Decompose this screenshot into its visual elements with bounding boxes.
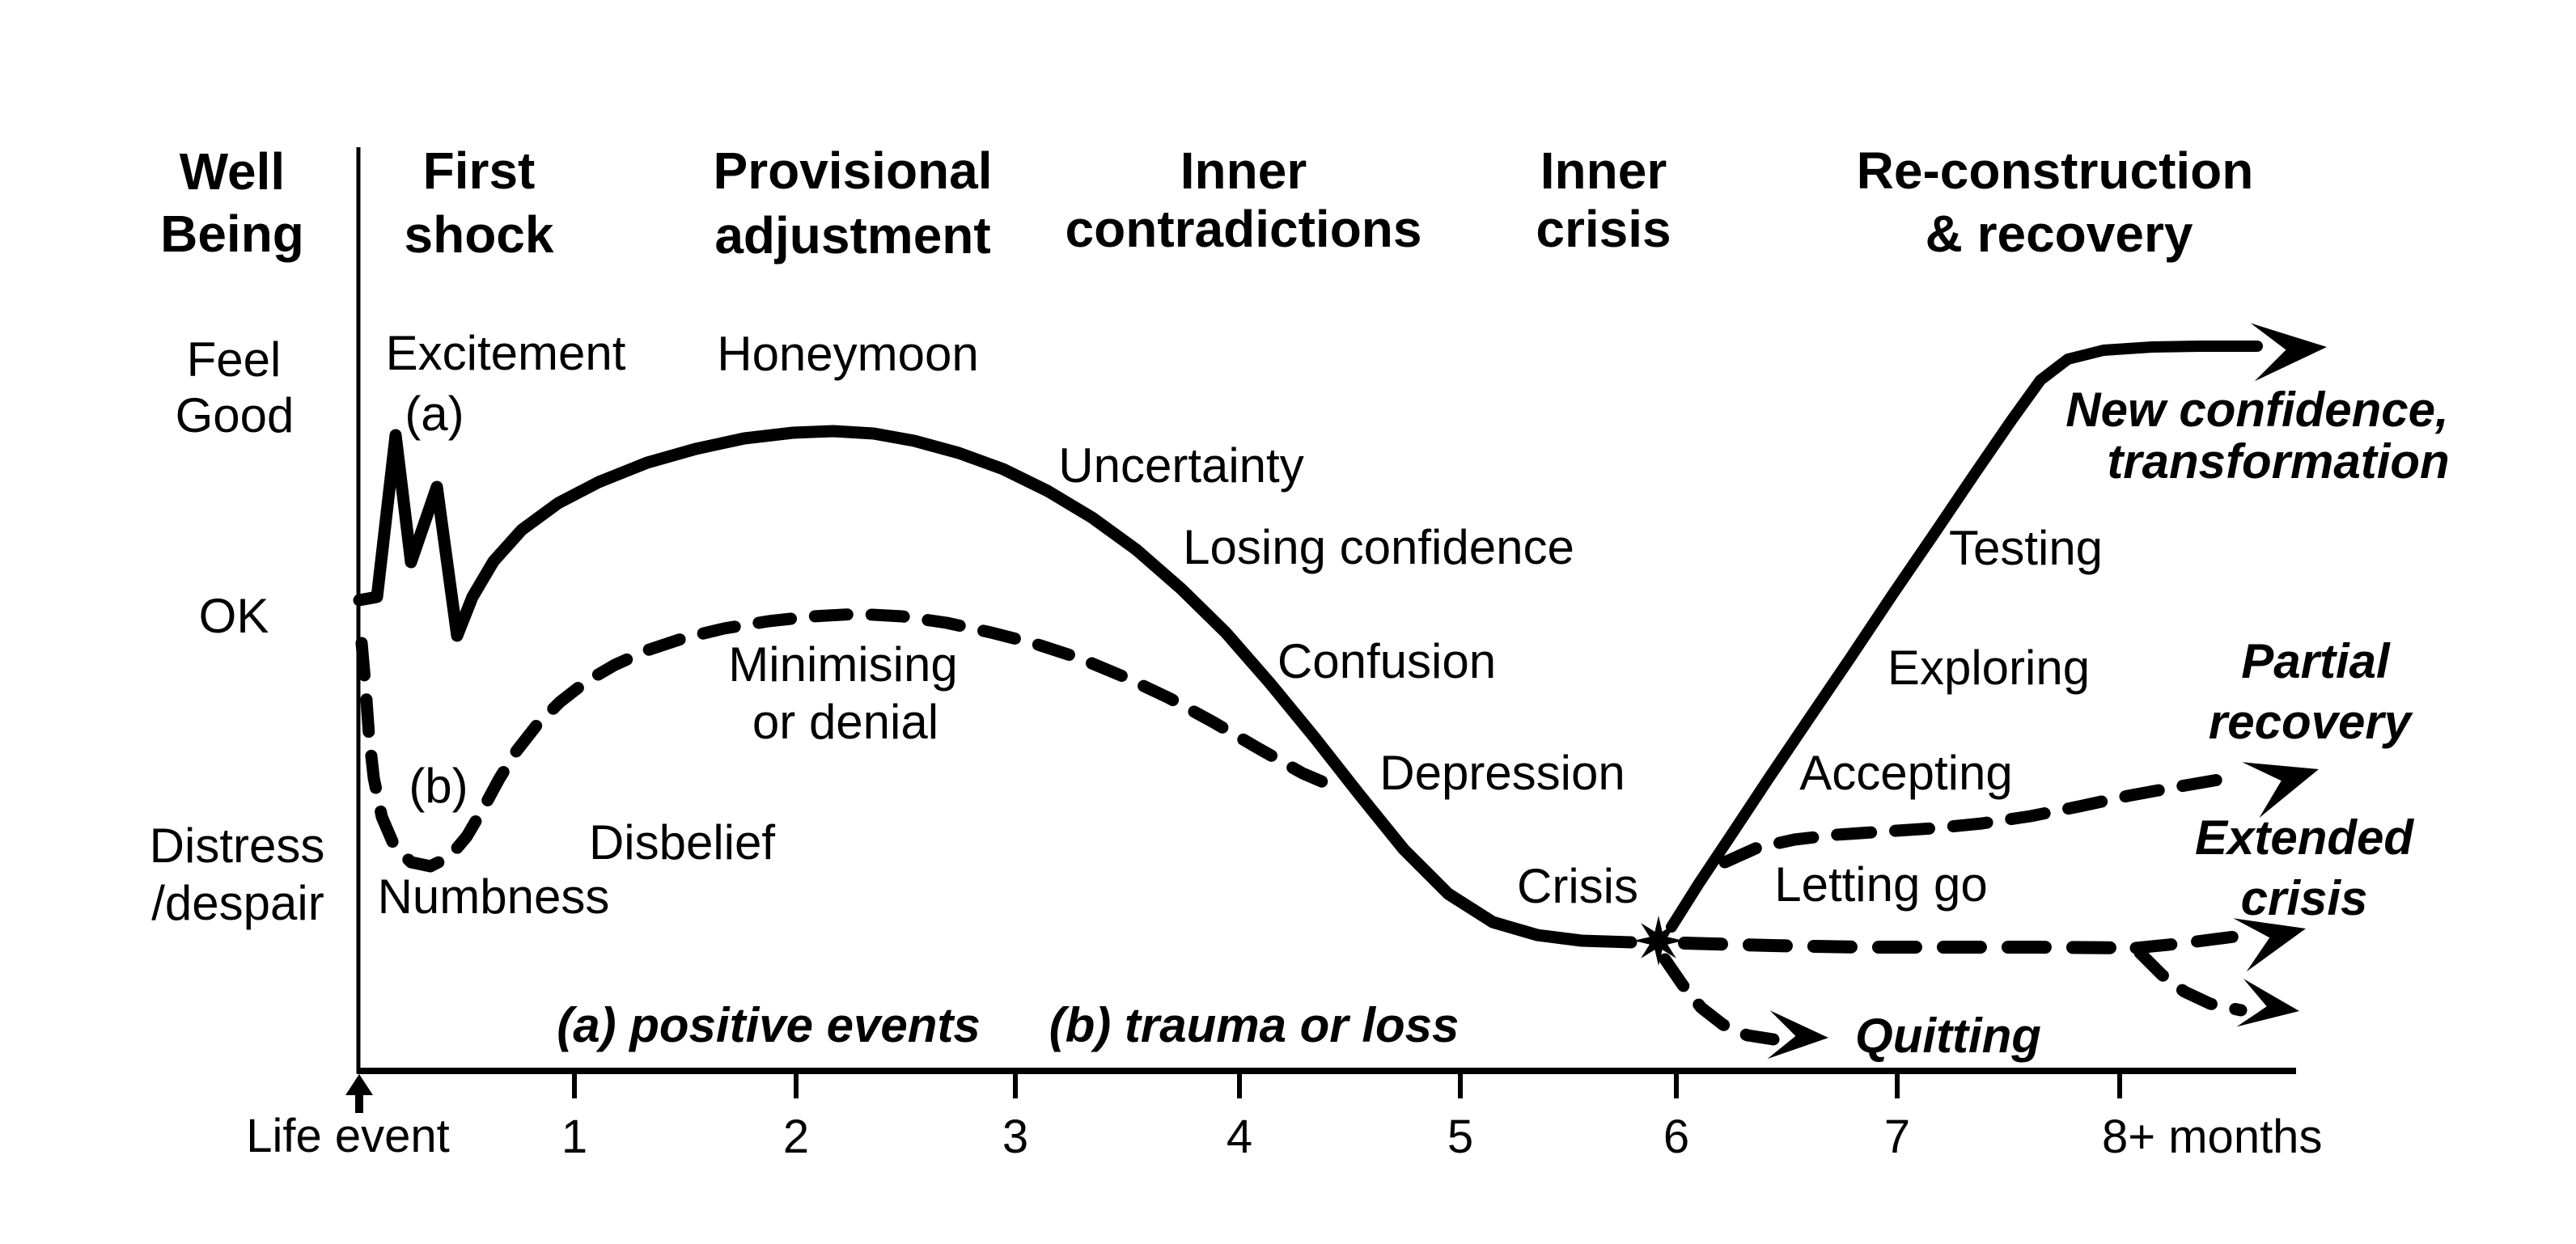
header-contradictions-line1: Inner [1180, 142, 1307, 200]
header-provisional-line2: adjustment [714, 206, 991, 264]
curve-b-main [355, 607, 1343, 873]
label-quitting: Quitting [1855, 1009, 2041, 1063]
y-axis-title-line2: Being [160, 205, 304, 263]
x-tick-label-3: 3 [1002, 1111, 1029, 1163]
crisis-starburst-icon [1633, 916, 1684, 966]
label-extended-crisis-line2: crisis [2240, 871, 2368, 925]
label-a-marker: (a) [405, 387, 464, 441]
y-level-good: Good [175, 388, 294, 442]
header-first-shock-line2: shock [404, 205, 554, 264]
label-partial-recovery-line1: Partial [2241, 634, 2390, 688]
header-reconstruction-line2: & recovery [1925, 205, 2193, 263]
label-minimising-line2: or denial [752, 695, 939, 749]
label-new-confidence-line1: New confidence, [2065, 383, 2449, 437]
x-tick-label-7: 7 [1883, 1111, 1911, 1163]
curve-b-extended [1678, 937, 2142, 954]
x-tick-label-8-months: 8+ months [2102, 1111, 2323, 1163]
label-testing: Testing [1948, 521, 2104, 575]
arrow-partial-recovery-icon [2242, 762, 2319, 819]
arrow-extended-up-icon [2233, 918, 2306, 972]
label-new-confidence-line2: transformation [2107, 434, 2450, 489]
label-confusion: Confusion [1277, 634, 1497, 688]
header-first-shock-line1: First [422, 142, 536, 200]
y-axis-title-line1: Well [179, 142, 286, 201]
arrow-new-confidence-icon [2250, 323, 2327, 382]
curve-a-recovery [1666, 341, 2263, 933]
label-accepting: Accepting [1799, 746, 2013, 800]
header-inner-crisis-line2: crisis [1536, 200, 1671, 258]
header-inner-crisis-line1: Inner [1540, 142, 1667, 200]
arrow-quitting-icon [1767, 1010, 1828, 1060]
x-tick-label-5: 5 [1447, 1111, 1474, 1163]
label-crisis: Crisis [1517, 859, 1638, 913]
label-losing-confidence: Losing confidence [1183, 520, 1574, 574]
arrow-extended-down-icon [2236, 979, 2299, 1027]
curve-b-extended-up [2129, 930, 2241, 954]
y-level-despair: /despair [151, 876, 324, 930]
x-tick-label-2: 2 [782, 1111, 810, 1163]
label-partial-recovery-line2: recovery [2208, 695, 2412, 749]
y-level-ok: OK [198, 589, 269, 643]
label-uncertainty: Uncertainty [1058, 438, 1304, 493]
life-event-arrow-icon [345, 1074, 373, 1095]
x-tick-label-1: 1 [561, 1111, 588, 1163]
curve-b-extended-down [2133, 946, 2248, 1017]
label-extended-crisis-line1: Extended [2194, 810, 2414, 865]
x-label-life-event: Life event [246, 1110, 450, 1162]
label-minimising-line1: Minimising [728, 637, 958, 692]
label-honeymoon: Honeymoon [717, 327, 979, 381]
label-b-marker: (b) [409, 759, 468, 813]
header-contradictions-line2: contradictions [1065, 200, 1422, 258]
label-depression: Depression [1379, 746, 1625, 800]
x-tick-label-4: 4 [1226, 1111, 1253, 1163]
header-reconstruction-line1: Re-construction [1856, 142, 2254, 200]
label-exploring: Exploring [1887, 641, 2091, 695]
label-numbness: Numbness [377, 870, 610, 924]
curve-b-quitting [1659, 953, 1780, 1046]
x-tick-label-6: 6 [1663, 1111, 1690, 1163]
curve-a-main [353, 425, 1638, 949]
label-disbelief: Disbelief [588, 815, 776, 870]
y-level-feel: Feel [186, 332, 282, 387]
label-letting-go: Letting go [1774, 857, 1988, 912]
y-level-distress: Distress [149, 819, 325, 873]
legend-positive-events: (a) positive events [557, 998, 981, 1052]
legend-trauma-or-loss: (b) trauma or loss [1049, 998, 1460, 1052]
curve-b-partial [1718, 772, 2230, 869]
header-provisional-line1: Provisional [713, 142, 993, 200]
label-excitement: Excitement [385, 326, 626, 380]
